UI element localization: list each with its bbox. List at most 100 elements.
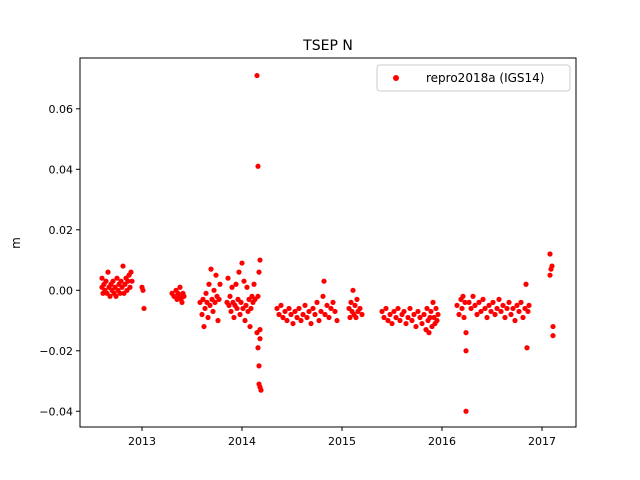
data-point (125, 278, 131, 284)
data-point (424, 305, 430, 312)
data-point (510, 305, 516, 312)
data-point (227, 293, 233, 299)
data-point (238, 299, 244, 305)
data-point (212, 299, 218, 305)
data-point (484, 314, 490, 321)
data-point (213, 272, 219, 278)
data-point (127, 284, 133, 290)
data-point (383, 305, 389, 312)
data-point (514, 302, 520, 309)
data-point (241, 278, 247, 284)
data-point (217, 281, 223, 287)
data-point (306, 308, 312, 315)
data-point (284, 317, 290, 324)
data-point (248, 305, 254, 312)
x-tick-label: 2017 (528, 435, 556, 448)
data-point (276, 311, 282, 318)
data-point (231, 314, 237, 321)
data-point (397, 317, 403, 324)
data-point (391, 308, 397, 315)
data-point (389, 320, 395, 327)
data-point (525, 308, 531, 315)
data-point (211, 287, 217, 293)
data-point (117, 290, 123, 296)
data-point (434, 317, 440, 324)
data-point (294, 314, 300, 321)
data-point (496, 296, 502, 302)
data-point (310, 305, 316, 312)
data-point (520, 314, 526, 321)
data-point (403, 320, 409, 327)
data-point (200, 296, 206, 302)
data-point (256, 269, 262, 275)
data-point (114, 275, 120, 281)
data-point (461, 314, 467, 321)
data-point (236, 269, 242, 275)
data-point (251, 281, 257, 287)
data-point (409, 317, 415, 324)
data-point (421, 311, 427, 318)
data-point (286, 305, 292, 312)
data-point (229, 284, 235, 290)
data-point (332, 308, 338, 315)
data-point (199, 311, 205, 318)
data-point (205, 314, 211, 321)
data-point (308, 320, 314, 327)
data-point (210, 308, 216, 315)
data-point (468, 305, 474, 312)
data-point (257, 327, 263, 333)
data-point (181, 293, 187, 299)
data-point (547, 251, 553, 257)
data-point (466, 299, 472, 305)
data-point (482, 305, 488, 312)
data-point (234, 305, 240, 312)
data-point (243, 302, 249, 309)
data-point (179, 299, 185, 305)
data-point (324, 302, 330, 309)
data-point (334, 317, 340, 324)
data-point (379, 308, 385, 315)
data-point (460, 293, 466, 299)
chart-title: TSEP N (302, 38, 353, 54)
data-point (242, 317, 248, 324)
data-point (105, 269, 111, 275)
data-point (419, 320, 425, 327)
data-point (288, 311, 294, 318)
data-point (254, 72, 260, 79)
data-point (401, 308, 407, 315)
data-point (316, 317, 322, 324)
data-point (427, 314, 433, 321)
data-point (415, 308, 421, 315)
data-point (488, 308, 494, 315)
data-point (352, 302, 358, 309)
data-point (141, 305, 147, 312)
points-layer (99, 72, 556, 414)
data-point (357, 305, 363, 312)
data-point (326, 314, 332, 321)
x-tick-label: 2013 (128, 435, 156, 448)
y-tick-label: 0.04 (49, 163, 74, 176)
y-axis: −0.04 −0.02 0.00 0.02 0.04 0.06 (39, 103, 80, 418)
data-point (526, 302, 532, 309)
data-point (430, 299, 436, 305)
data-point (99, 275, 105, 281)
y-tick-label: 0.00 (49, 284, 74, 297)
data-point (300, 311, 306, 318)
data-point (247, 323, 253, 330)
data-point (463, 348, 469, 354)
data-point (314, 299, 320, 305)
data-point (470, 293, 476, 299)
y-tick-label: −0.02 (39, 345, 73, 358)
data-point (492, 311, 498, 318)
data-point (278, 302, 284, 309)
data-point (506, 299, 512, 305)
data-point (354, 296, 360, 302)
data-point (490, 299, 496, 305)
data-point (202, 305, 208, 312)
data-point (474, 311, 480, 318)
y-tick-label: 0.06 (49, 103, 74, 116)
data-point (226, 302, 232, 309)
data-point (463, 330, 469, 336)
data-point (387, 311, 393, 318)
